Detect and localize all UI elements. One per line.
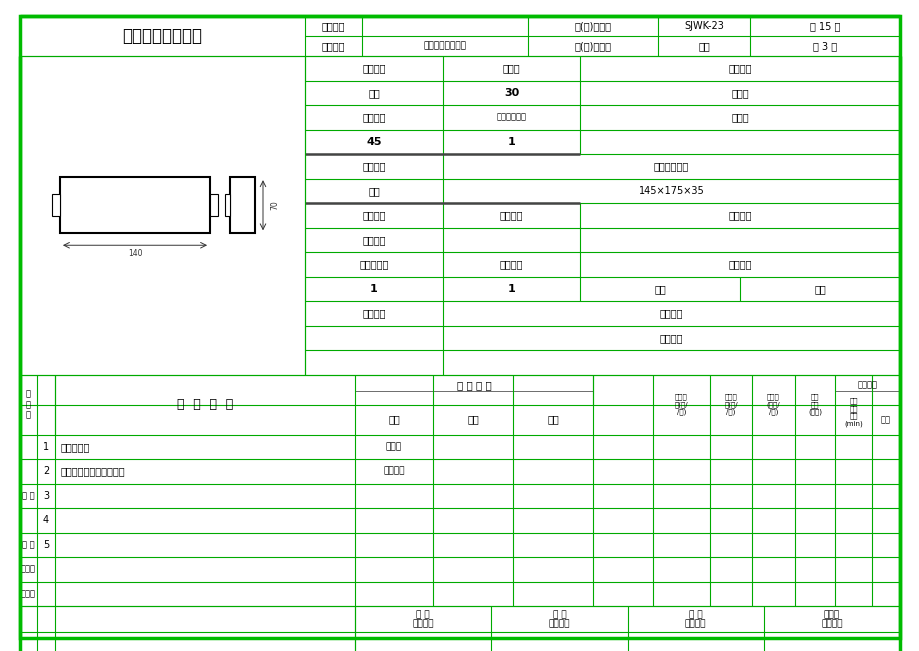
Text: 零(部)件名称: 零(部)件名称 (573, 41, 611, 51)
Text: 精铣前表面: 精铣前表面 (61, 442, 90, 452)
Text: 第 3 页: 第 3 页 (812, 41, 836, 51)
Text: 金一: 金一 (368, 88, 380, 98)
Text: （日期）: （日期） (821, 620, 842, 629)
Bar (60, 177, 210, 233)
Text: 审 核: 审 核 (552, 611, 565, 620)
Text: 标准化: 标准化 (823, 611, 839, 620)
Text: 145×175×35: 145×175×35 (638, 186, 704, 196)
Text: 毛坯种类: 毛坯种类 (362, 161, 385, 171)
Text: 每毛坯件数: 每毛坯件数 (359, 259, 388, 270)
Text: 30: 30 (504, 88, 518, 98)
Text: 进给量
(毫米/
/齿): 进给量 (毫米/ /齿) (766, 394, 779, 415)
Text: （日期）: （日期） (412, 620, 434, 629)
Text: 底图号: 底图号 (21, 565, 36, 574)
Text: 准终: 准终 (653, 284, 665, 294)
Text: 辅具: 辅具 (547, 415, 558, 424)
Text: 指状铣刀: 指状铣刀 (383, 467, 404, 476)
Text: 设备编号: 设备编号 (728, 210, 751, 220)
Text: 量具: 量具 (467, 415, 479, 424)
Text: 手机外壳注塑模具: 手机外壳注塑模具 (423, 42, 466, 51)
Text: 1: 1 (369, 284, 378, 294)
Text: 工序工时: 工序工时 (728, 259, 751, 270)
Text: 材料牌号: 材料牌号 (362, 112, 385, 122)
Text: 1: 1 (43, 442, 49, 452)
Text: 45: 45 (366, 137, 381, 146)
Bar (52, 194, 60, 216)
Text: 夹具名称: 夹具名称 (659, 309, 683, 318)
Text: 140: 140 (128, 249, 142, 258)
Text: 零(部)件图号: 零(部)件图号 (573, 21, 611, 31)
Text: 会 签: 会 签 (688, 611, 702, 620)
Bar (225, 194, 230, 216)
Text: 70: 70 (270, 201, 279, 210)
Text: 施工车间: 施工车间 (362, 63, 385, 74)
Bar (210, 194, 218, 216)
Text: 单件: 单件 (813, 284, 825, 294)
Text: 机械加工工序卡片: 机械加工工序卡片 (122, 27, 202, 45)
Text: 5: 5 (43, 540, 49, 549)
Text: 行腔: 行腔 (698, 41, 709, 51)
Text: 1: 1 (507, 284, 515, 294)
Text: 装订号: 装订号 (21, 589, 36, 598)
Text: 编 制: 编 制 (416, 611, 429, 620)
Text: 描 校: 描 校 (22, 540, 35, 549)
Text: 冷却液: 冷却液 (731, 112, 748, 122)
Text: 精铣型腔及滑块槽至图样: 精铣型腔及滑块槽至图样 (61, 466, 126, 477)
Text: 同时加工件数: 同时加工件数 (496, 113, 526, 122)
Text: 刀具: 刀具 (388, 415, 400, 424)
Text: 铣平面: 铣平面 (731, 88, 748, 98)
Text: 安
装
号: 安 装 号 (26, 389, 31, 419)
Text: 立铣刀: 立铣刀 (385, 442, 402, 451)
Text: 共 15 页: 共 15 页 (809, 21, 839, 31)
Text: 走刀
次数: 走刀 次数 (848, 397, 857, 411)
Text: 锻件: 锻件 (368, 186, 380, 196)
Text: 1: 1 (507, 137, 515, 146)
Text: 工  步  内  容: 工 步 内 容 (176, 398, 233, 411)
Bar (230, 177, 255, 233)
Text: 工时定额: 工时定额 (857, 380, 877, 389)
Text: 2: 2 (43, 466, 49, 477)
Text: 夹具编号: 夹具编号 (362, 309, 385, 318)
Text: 描 图: 描 图 (22, 492, 35, 500)
Text: 每台件数: 每台件数 (499, 259, 523, 270)
Text: 设备名称: 设备名称 (362, 210, 385, 220)
Text: 工序号: 工序号 (502, 63, 520, 74)
Text: 4: 4 (43, 515, 49, 525)
Text: 数控铣床: 数控铣床 (362, 235, 385, 245)
Text: 工序名称: 工序名称 (728, 63, 751, 74)
Text: 设备型号: 设备型号 (499, 210, 523, 220)
Text: （日期）: （日期） (548, 620, 570, 629)
Text: 通用夹具: 通用夹具 (659, 333, 683, 342)
Text: SJWK-23: SJWK-23 (684, 21, 723, 31)
Text: 产品型号: 产品型号 (322, 21, 345, 31)
Text: 主轴转
速(转/
/分): 主轴转 速(转/ /分) (674, 394, 687, 415)
Text: 毛坯外形尺寸: 毛坯外形尺寸 (653, 161, 688, 171)
Text: 辅助: 辅助 (880, 415, 890, 424)
Text: 机动
(min): 机动 (min) (844, 413, 862, 426)
Text: 吃刀
深度
(毫米): 吃刀 深度 (毫米) (807, 394, 821, 415)
Text: 产品名称: 产品名称 (322, 41, 345, 51)
Text: 切削速
度(米/
/分): 切削速 度(米/ /分) (723, 394, 737, 415)
Text: 工 艺 装 备: 工 艺 装 备 (456, 380, 491, 390)
Text: （日期）: （日期） (684, 620, 706, 629)
Text: 3: 3 (43, 491, 49, 501)
